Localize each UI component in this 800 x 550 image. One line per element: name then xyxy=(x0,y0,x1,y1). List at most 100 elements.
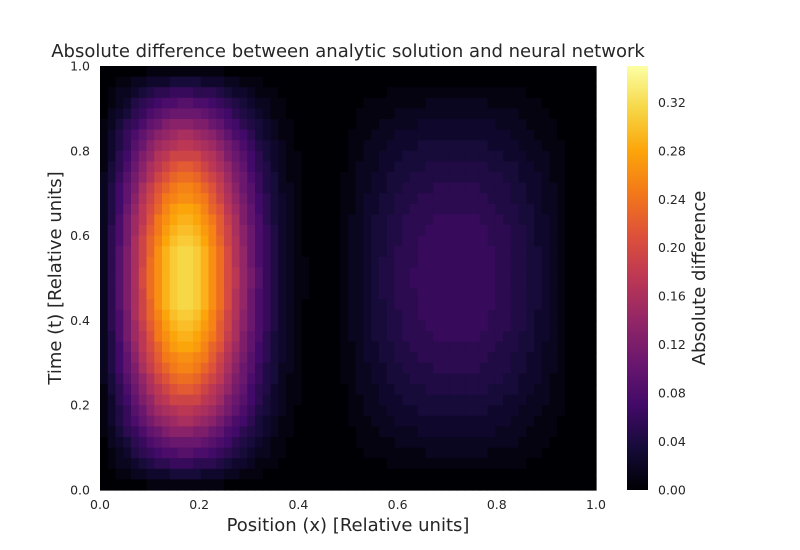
heatmap-cell xyxy=(332,447,341,459)
heatmap-cell xyxy=(162,479,171,491)
heatmap-cell xyxy=(247,203,256,215)
heatmap-cell xyxy=(448,140,458,152)
heatmap-cell xyxy=(495,182,504,194)
heatmap-cell xyxy=(162,76,171,88)
heatmap-cell xyxy=(169,426,179,438)
heatmap-cell xyxy=(224,468,233,480)
heatmap-cell xyxy=(185,447,194,459)
heatmap-cell xyxy=(278,362,287,374)
heatmap-cell xyxy=(549,129,558,141)
heatmap-cell xyxy=(293,129,303,141)
heatmap-cell xyxy=(371,172,380,184)
heatmap-cell xyxy=(131,373,140,385)
heatmap-cell xyxy=(541,66,551,78)
heatmap-cell xyxy=(208,129,217,141)
heatmap-cell xyxy=(448,193,458,205)
heatmap-cell xyxy=(100,479,109,491)
heatmap-cell xyxy=(379,235,388,247)
heatmap-cell xyxy=(146,108,155,120)
heatmap-cell xyxy=(503,76,512,88)
heatmap-cell xyxy=(270,415,279,427)
heatmap-cell xyxy=(169,119,179,131)
heatmap-cell xyxy=(417,172,427,184)
heatmap-cell xyxy=(154,362,163,374)
heatmap-cell xyxy=(433,182,442,194)
heatmap-cell xyxy=(115,193,124,205)
heatmap-cell xyxy=(247,129,256,141)
heatmap-cell xyxy=(131,278,140,290)
heatmap-cell xyxy=(549,76,558,88)
heatmap-cell xyxy=(433,299,442,311)
heatmap-cell xyxy=(526,193,535,205)
heatmap-cell xyxy=(448,331,458,343)
heatmap-cell xyxy=(379,66,388,78)
heatmap-cell xyxy=(472,320,481,332)
heatmap-cell xyxy=(255,405,264,417)
heatmap-cell xyxy=(309,352,318,364)
heatmap-cell xyxy=(340,479,349,491)
heatmap-cell xyxy=(472,225,481,237)
heatmap-cell xyxy=(286,129,295,141)
heatmap-cell xyxy=(340,161,349,173)
heatmap-cell xyxy=(526,415,535,427)
heatmap-cell xyxy=(162,108,171,120)
heatmap-cell xyxy=(162,352,171,364)
heatmap-cell xyxy=(441,182,450,194)
heatmap-cell xyxy=(386,76,396,88)
heatmap-cell xyxy=(324,479,334,491)
heatmap-cell xyxy=(123,479,132,491)
heatmap-cell xyxy=(293,479,303,491)
heatmap-cell xyxy=(348,203,357,215)
heatmap-cell xyxy=(379,331,388,343)
heatmap-cell xyxy=(231,479,241,491)
heatmap-cell xyxy=(123,384,132,396)
heatmap-cell xyxy=(278,108,287,120)
heatmap-cell xyxy=(456,246,465,258)
heatmap-cell xyxy=(572,225,582,237)
heatmap-cell xyxy=(448,108,458,120)
heatmap-cell xyxy=(363,97,372,109)
heatmap-cell xyxy=(479,235,489,247)
heatmap-cell xyxy=(216,119,225,131)
heatmap-cell xyxy=(534,394,543,406)
heatmap-cell xyxy=(107,129,117,141)
heatmap-cell xyxy=(231,193,241,205)
heatmap-cell xyxy=(200,246,210,258)
heatmap-cell xyxy=(394,87,403,99)
heatmap-cell xyxy=(309,437,318,449)
heatmap-cell xyxy=(348,458,357,470)
heatmap-cell xyxy=(317,437,326,449)
heatmap-cell xyxy=(293,193,303,205)
heatmap-cell xyxy=(146,76,155,88)
heatmap-cell xyxy=(495,119,504,131)
heatmap-cell xyxy=(270,66,279,78)
heatmap-cell xyxy=(200,384,210,396)
heatmap-cell xyxy=(146,299,155,311)
heatmap-cell xyxy=(286,415,295,427)
heatmap-cell xyxy=(324,405,334,417)
heatmap-cell xyxy=(100,140,109,152)
heatmap-cell xyxy=(293,394,303,406)
heatmap-cell xyxy=(200,66,210,78)
heatmap-cell xyxy=(495,309,504,321)
heatmap-cell xyxy=(317,97,326,109)
colorbar-tick-label: 0.08 xyxy=(658,386,686,401)
heatmap-cell xyxy=(518,320,527,332)
heatmap-cell xyxy=(255,129,264,141)
heatmap-cell xyxy=(324,352,334,364)
heatmap-cell xyxy=(169,447,179,459)
heatmap-cell xyxy=(526,405,535,417)
heatmap-cell xyxy=(479,267,489,279)
heatmap-cell xyxy=(193,129,202,141)
heatmap-cell xyxy=(131,447,140,459)
heatmap-cell xyxy=(580,320,589,332)
heatmap-cell xyxy=(193,394,202,406)
heatmap-cell xyxy=(247,66,256,78)
heatmap-cell xyxy=(278,437,287,449)
heatmap-cell xyxy=(402,373,411,385)
heatmap-cell xyxy=(518,193,527,205)
heatmap-cell xyxy=(162,203,171,215)
heatmap-cell xyxy=(100,225,109,237)
heatmap-cell xyxy=(456,405,465,417)
heatmap-cell xyxy=(588,246,597,258)
